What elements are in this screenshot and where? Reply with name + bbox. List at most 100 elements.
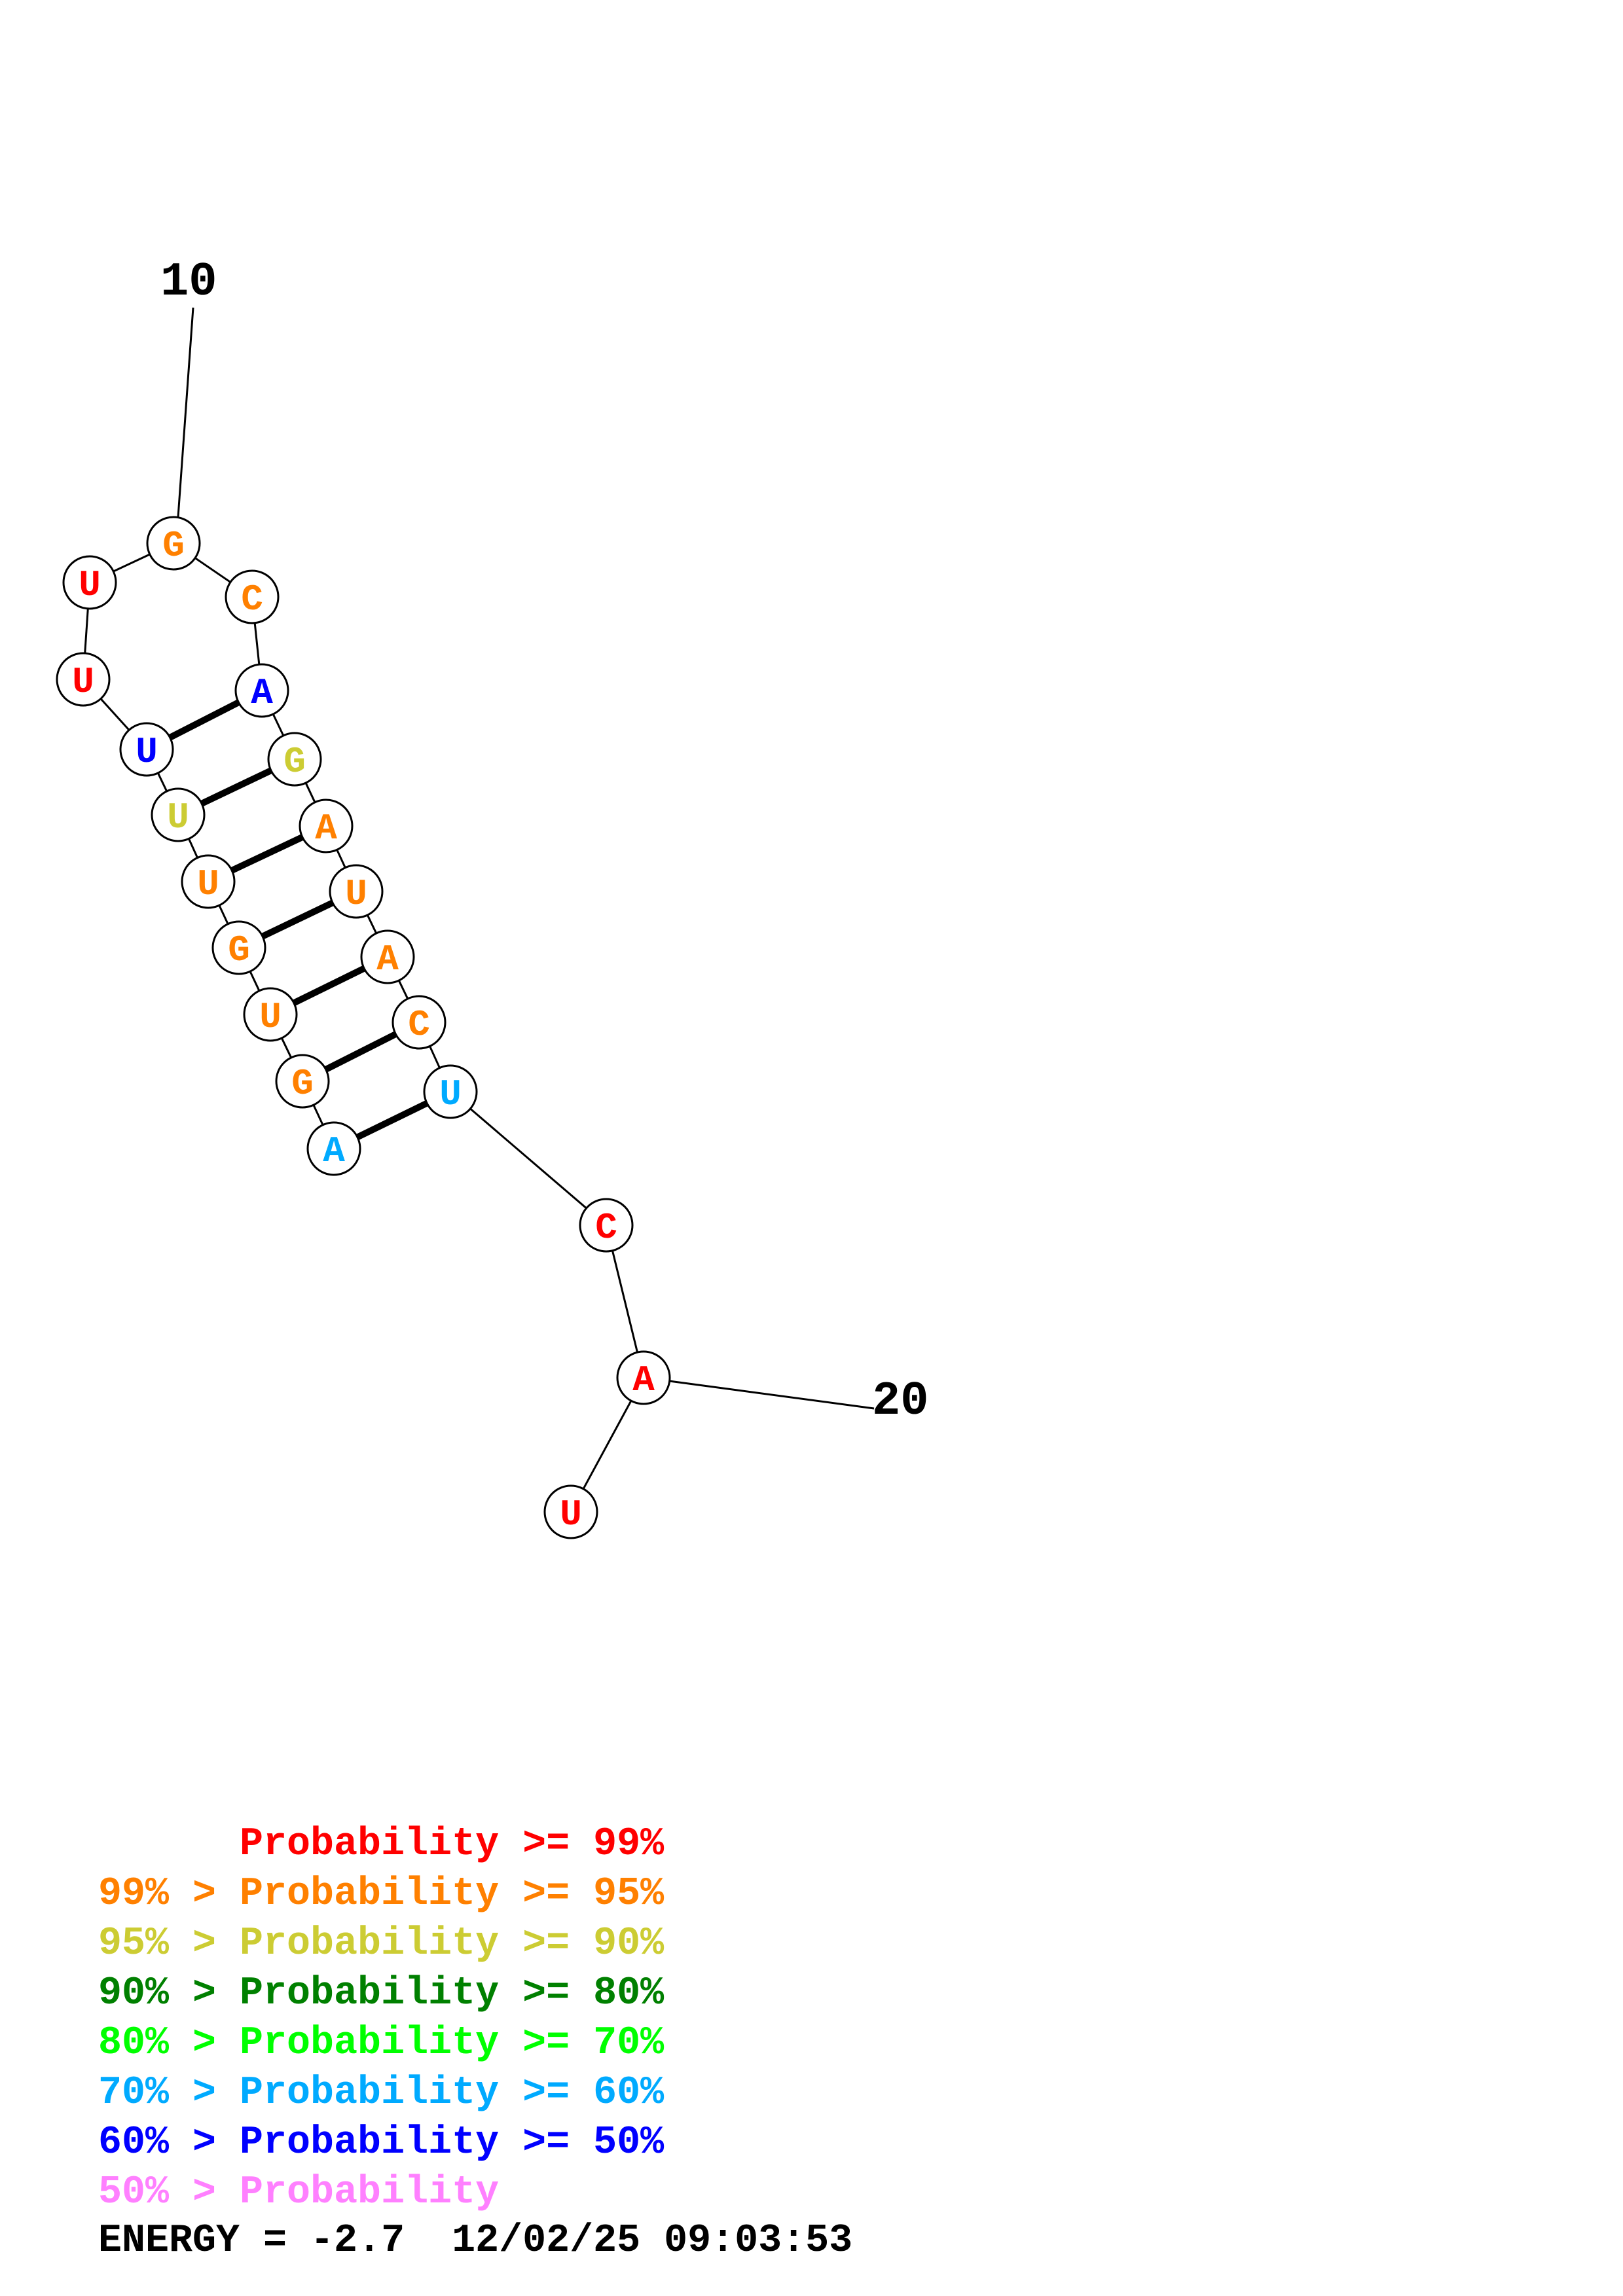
legend-text: Probability >= 90%: [240, 1922, 665, 1966]
legend-row: 90% > Probability >= 80%: [98, 1969, 664, 2018]
nucleotide-circle: [119, 722, 174, 777]
legend-text: Probability >= 80%: [240, 1971, 665, 2016]
nucleotide-circle: [62, 555, 117, 610]
legend-text: Probability >= 60%: [240, 2071, 665, 2115]
legend-text: Probability >= 50%: [240, 2121, 665, 2165]
legend-row: 60% > Probability >= 50%: [98, 2118, 664, 2168]
nucleotide-letter: C: [408, 1004, 430, 1046]
nucleotide-circle: [267, 732, 322, 787]
backbone-lines: [84, 553, 638, 1490]
nucleotide-letter: A: [632, 1359, 655, 1401]
nucleotide-circle: [543, 1484, 598, 1539]
nucleotide-letter: A: [251, 672, 273, 714]
nucleotide-5: U: [181, 854, 236, 909]
nucleotide-letter: U: [560, 1494, 582, 1535]
nucleotide-circle: [616, 1350, 671, 1405]
nucleotide-15: U: [329, 864, 384, 919]
nucleotide-12: A: [234, 663, 289, 718]
backbone-segment: [336, 849, 346, 869]
nucleotide-letter: U: [136, 731, 158, 773]
nucleotide-letter: C: [595, 1207, 617, 1249]
backbone-segment: [366, 914, 378, 934]
nucleotide-letter: U: [259, 996, 282, 1038]
nucleotide-20: A: [616, 1350, 671, 1405]
nucleotide-letter: U: [197, 863, 219, 905]
nucleotide-circle: [181, 854, 236, 909]
backbone-segment: [113, 553, 151, 573]
backbone-segment: [429, 1045, 441, 1069]
index-label-tick: [668, 1380, 875, 1410]
nucleotide-letter: A: [315, 808, 337, 850]
nucleotide-4: G: [211, 920, 266, 975]
nucleotide-circle: [329, 864, 384, 919]
base-pair-bond: [356, 1100, 429, 1140]
legend-prefix: 80% >: [98, 2021, 240, 2066]
backbone-segment: [312, 1104, 324, 1126]
nucleotide-6: U: [151, 787, 206, 842]
nucleotide-circle: [56, 652, 111, 707]
legend-row: 50% > Probability: [98, 2168, 664, 2217]
backbone-segment: [397, 980, 409, 999]
legend-text: Probability >= 95%: [240, 1872, 665, 1916]
nucleotide-letter: C: [241, 579, 263, 620]
nucleotide-17: C: [392, 995, 447, 1050]
legend-row: 95% > Probability >= 90%: [98, 1919, 664, 1969]
backbone-segment: [84, 608, 89, 654]
base-pair-bond: [200, 767, 273, 807]
nucleotide-circle: [360, 929, 415, 984]
legend-prefix: 99% >: [98, 1872, 240, 1916]
backbone-segment: [194, 557, 231, 583]
legend-row: Probability >= 99%: [98, 1820, 664, 1869]
backbone-segment: [582, 1400, 632, 1490]
nucleotide-letter: U: [167, 797, 189, 838]
nucleotide-letter: U: [439, 1073, 462, 1115]
legend-row: 80% > Probability >= 70%: [98, 2018, 664, 2068]
legend-prefix: 90% >: [98, 1971, 240, 2016]
nucleotide-16: A: [360, 929, 415, 984]
base-pair-bond: [261, 899, 335, 940]
nucleotide-13: G: [267, 732, 322, 787]
backbone-segment: [249, 971, 261, 992]
nucleotide-circle: [211, 920, 266, 975]
base-pair-bond: [230, 834, 304, 874]
backbone-segment: [280, 1037, 293, 1058]
nucleotide-11: C: [225, 569, 280, 624]
nucleotide-circle: [423, 1064, 478, 1119]
nucleotide-7: U: [119, 722, 174, 777]
nucleotide-letter: A: [376, 939, 399, 980]
nucleotide-9: U: [62, 555, 117, 610]
nucleotide-circle: [306, 1121, 361, 1176]
base-pair-bond: [324, 1031, 397, 1073]
nucleotide-letter: G: [162, 525, 185, 567]
legend-prefix: 70% >: [98, 2071, 240, 2115]
base-pair-bonds: [168, 699, 429, 1140]
nucleotide-2: G: [275, 1054, 330, 1109]
nucleotide-10: G: [146, 516, 201, 571]
backbone-segment: [156, 772, 168, 792]
backbone-segment: [100, 698, 130, 731]
probability-legend: Probability >= 99% 99% > Probability >= 9…: [98, 1820, 664, 2217]
backbone-segment: [188, 838, 198, 859]
nucleotide-19: C: [579, 1198, 634, 1253]
index-label-tick: [177, 307, 194, 518]
backbone-segment: [469, 1107, 587, 1210]
nucleotide-circle: [146, 516, 201, 571]
nucleotide-letter: A: [323, 1130, 345, 1172]
nucleotide-circle: [151, 787, 206, 842]
legend-prefix: 60% >: [98, 2121, 240, 2165]
base-pair-bond: [292, 965, 366, 1006]
nucleotide-letter: G: [228, 929, 250, 971]
legend-text: Probability >= 70%: [240, 2021, 665, 2066]
legend-prefix: 50% >: [98, 2170, 240, 2215]
nucleotide-3: U: [243, 987, 298, 1042]
nucleotide-letter: G: [283, 741, 306, 783]
backbone-segment: [253, 622, 261, 665]
nucleotide-1: A: [306, 1121, 361, 1176]
backbone-segment: [272, 713, 285, 736]
energy-footer: ENERGY = -2.7 12/02/25 09:03:53: [98, 2219, 853, 2263]
nucleotide-circle: [243, 987, 298, 1042]
nucleotide-circle: [275, 1054, 330, 1109]
backbone-segment: [611, 1250, 638, 1353]
